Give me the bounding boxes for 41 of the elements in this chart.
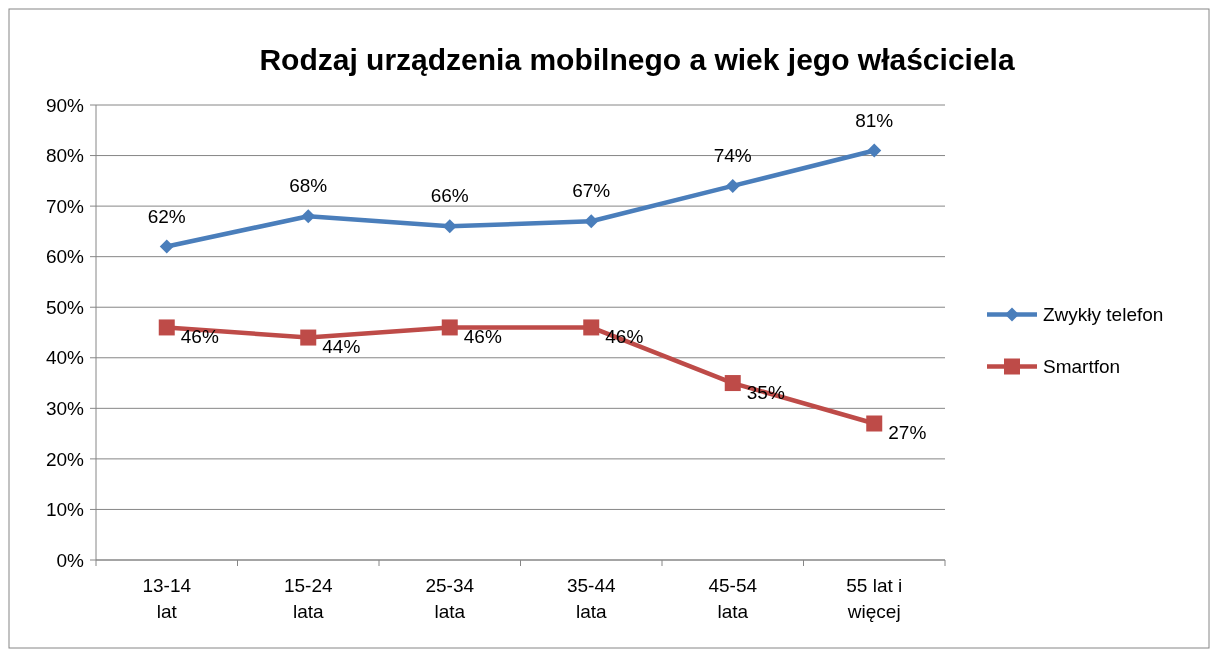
data-label: 68%: [289, 175, 328, 197]
chart-title: Rodzaj urządzenia mobilnego a wiek jego właściciela: [259, 43, 1015, 76]
point: [583, 319, 600, 336]
point: [584, 214, 599, 229]
legend-label: Smartfon: [1043, 356, 1121, 378]
point: [158, 319, 175, 336]
point: [441, 319, 458, 336]
y-tick-label: 60%: [45, 246, 85, 268]
x-tick-label: 15-24 lata: [283, 575, 333, 622]
data-label: 62%: [147, 205, 186, 227]
data-label: 46%: [463, 326, 502, 348]
point: [300, 329, 317, 346]
data-label: 46%: [180, 326, 219, 348]
data-label: 67%: [572, 180, 611, 202]
point: [866, 415, 883, 432]
data-label: 27%: [888, 422, 927, 444]
y-tick-label: 30%: [45, 397, 85, 419]
data-label: 81%: [855, 109, 894, 131]
y-tick-label: 90%: [45, 94, 85, 116]
y-tick-label: 40%: [45, 347, 85, 369]
point: [442, 219, 457, 234]
data-label: 66%: [430, 185, 469, 207]
data-label: 74%: [713, 144, 752, 166]
point: [159, 239, 174, 254]
y-tick-label: 70%: [45, 195, 85, 217]
point: [301, 209, 316, 224]
point: [724, 375, 741, 392]
point: [867, 143, 882, 158]
y-tick-label: 80%: [45, 145, 85, 167]
y-tick-label: 20%: [45, 448, 85, 470]
x-tick-label: 55 lat i więcej: [846, 575, 903, 622]
x-tick-label: 45-54 lata: [708, 575, 758, 622]
x-tick-label: 35-44 lata: [566, 575, 616, 622]
point: [725, 178, 740, 193]
data-label: 44%: [322, 336, 361, 358]
y-tick-label: 10%: [45, 499, 85, 521]
x-tick-label: 25-34 lata: [425, 575, 475, 622]
y-tick-label: 50%: [45, 296, 85, 318]
legend-label: Zwykły telefon: [1043, 304, 1164, 326]
y-tick-label: 0%: [56, 549, 85, 571]
x-tick-label: 13-14 lat: [142, 575, 192, 622]
